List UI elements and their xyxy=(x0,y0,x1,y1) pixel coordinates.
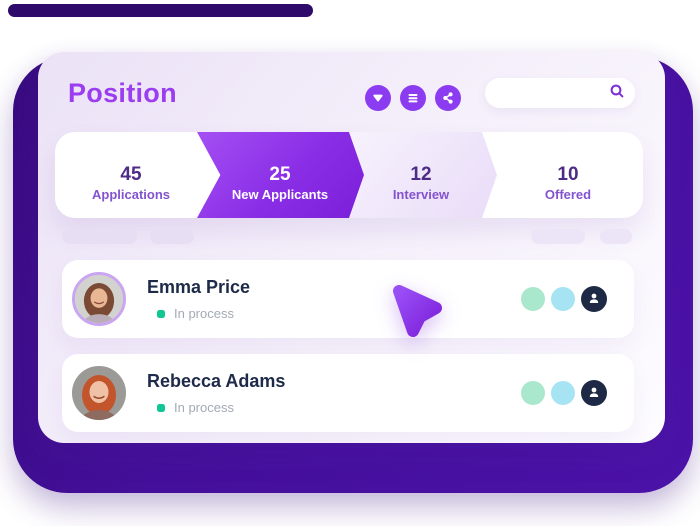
stage-interview[interactable]: 12 Interview xyxy=(346,132,496,218)
dropdown-button[interactable] xyxy=(365,85,391,111)
search-icon[interactable] xyxy=(609,83,625,104)
stage-label: Applications xyxy=(91,187,170,203)
skeleton-bar xyxy=(600,229,632,244)
status-badge: In process xyxy=(148,306,234,321)
status-dot-icon xyxy=(157,309,165,318)
position-card: Position xyxy=(38,52,665,443)
stage-count: 10 xyxy=(557,163,579,185)
search-input[interactable] xyxy=(485,86,609,100)
menu-button[interactable] xyxy=(400,85,426,111)
stage-count: 45 xyxy=(120,163,142,185)
skeleton-bar xyxy=(62,229,137,244)
status-dot-icon xyxy=(157,403,165,412)
interview-arrow-shape xyxy=(347,132,497,218)
stage-new-applicants[interactable]: 25 New Applicants xyxy=(205,132,355,218)
pipeline: 45 Applications 25 New Applicants 12 Int… xyxy=(55,132,643,218)
avatar xyxy=(72,272,126,326)
stage-offered[interactable]: 10 Offered xyxy=(493,132,643,218)
person-icon xyxy=(587,385,601,402)
person-icon xyxy=(587,291,601,308)
hamburger-icon xyxy=(406,91,420,105)
top-decoration-bar xyxy=(8,4,313,17)
status-text: In process xyxy=(174,306,234,321)
new-applicants-arrow-shape xyxy=(197,132,364,218)
avatar xyxy=(72,366,126,420)
skeleton-bar xyxy=(150,229,194,244)
share-icon xyxy=(441,91,455,105)
stage-count: 12 xyxy=(410,163,432,185)
chevron-down-icon xyxy=(371,91,385,105)
applicant-name: Rebecca Adams xyxy=(147,371,286,391)
blue-action-button[interactable] xyxy=(551,381,575,405)
mint-action-button[interactable] xyxy=(521,381,545,405)
applicant-name: Emma Price xyxy=(147,277,251,297)
stage-label: New Applicants xyxy=(231,187,329,203)
profile-action-button[interactable] xyxy=(581,380,607,406)
stage-label: Offered xyxy=(544,187,592,203)
stage-label: Interview xyxy=(392,187,450,203)
status-badge: In process xyxy=(148,400,234,415)
stage-count: 25 xyxy=(269,163,291,185)
applicant-row-emma-price[interactable]: Emma Price In process xyxy=(62,260,634,338)
blue-action-button[interactable] xyxy=(551,287,575,311)
status-text: In process xyxy=(174,400,234,415)
mint-action-button[interactable] xyxy=(521,287,545,311)
cursor-pointer-icon xyxy=(386,281,446,339)
stage-applications[interactable]: 45 Applications xyxy=(56,132,206,218)
applicant-row-rebecca-adams[interactable]: Rebecca Adams In process xyxy=(62,354,634,432)
skeleton-bar xyxy=(531,229,585,244)
search-box[interactable] xyxy=(485,78,635,108)
page-title: Position xyxy=(68,78,177,108)
profile-action-button[interactable] xyxy=(581,286,607,312)
share-button[interactable] xyxy=(435,85,461,111)
